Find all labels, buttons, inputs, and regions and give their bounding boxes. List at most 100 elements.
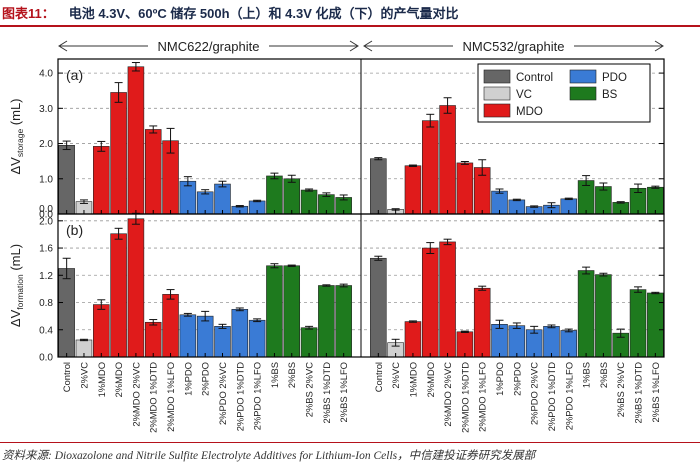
x-category-label: 1%BS — [581, 362, 592, 388]
error-bar — [443, 238, 452, 246]
x-category-label: 2%BS — [286, 362, 297, 388]
group-label-bg — [148, 37, 269, 55]
bar-control — [58, 268, 75, 358]
x-category-label: 2%PDO — [511, 362, 522, 396]
error-bar — [616, 201, 625, 204]
error-bar — [287, 174, 296, 183]
header-rule — [0, 25, 700, 27]
bar-control — [58, 145, 75, 215]
x-category-label: 2%BS 1%LFO — [650, 362, 661, 422]
y-tick-label: 1.0 — [39, 174, 53, 185]
bar-bs — [595, 186, 612, 215]
error-bar — [79, 199, 88, 204]
legend-label: Control — [516, 72, 553, 84]
error-bar — [512, 198, 521, 202]
error-bar — [166, 289, 175, 300]
x-category-label: 2%VC — [78, 362, 89, 389]
x-category-label: 2%PDO 2%VC — [529, 362, 540, 425]
bar-bs — [283, 178, 301, 215]
bar-mdo — [404, 165, 422, 215]
x-category-label: 2%BS 1%LFO — [338, 362, 349, 422]
bar-pdo — [196, 315, 214, 358]
x-category-label: 1%BS — [269, 362, 280, 388]
bar-bs — [335, 285, 352, 358]
panel-frame — [57, 213, 665, 358]
legend-label: BS — [602, 89, 618, 101]
error-bar — [374, 157, 383, 161]
error-bar — [305, 188, 314, 192]
figure-label: 图表11： — [2, 5, 55, 21]
error-bar — [547, 202, 556, 209]
error-bar — [582, 266, 591, 275]
error-bar — [339, 194, 348, 201]
y-tick-label: 0.0 — [39, 204, 53, 215]
y-tick-label: 0.8 — [39, 298, 53, 309]
x-category-label: 2%PDO 1%LFO — [563, 362, 574, 430]
error-bar — [408, 320, 417, 323]
x-category-label: 2%PDO 1%LFO — [252, 362, 263, 430]
x-category-label: 2%BS — [598, 362, 609, 388]
bar-mdo — [439, 241, 456, 358]
x-category-label: Control — [373, 362, 384, 392]
error-bar — [218, 323, 227, 329]
bar-pdo — [231, 309, 249, 358]
x-category-label: 2%MDO 2%VC — [442, 362, 453, 427]
bar-mdo — [127, 218, 145, 358]
bar-mdo — [404, 321, 422, 358]
error-bar — [149, 125, 158, 134]
error-bar — [495, 188, 504, 194]
error-bar — [530, 205, 539, 208]
x-category-label: 2%BS 1%DTD — [633, 362, 644, 424]
error-bar — [512, 322, 521, 329]
bar-mdo — [93, 304, 110, 358]
y-tick-label: 3.0 — [39, 104, 53, 115]
error-bar — [599, 182, 608, 191]
error-bar — [114, 227, 123, 240]
bar-mdo — [127, 66, 145, 215]
error-bar — [253, 318, 262, 323]
x-category-label: 2%PDO — [200, 362, 211, 396]
x-category-label: 2%BS 2%VC — [304, 362, 315, 417]
error-bar — [599, 272, 608, 277]
error-bar — [62, 257, 71, 280]
bar-pdo — [491, 324, 508, 358]
figure-title: 电池 4.3V、60ºC 储存 500h（上）和 4.3V 化成（下）的产气量对… — [68, 5, 459, 21]
error-bar — [183, 312, 192, 317]
bar-mdo — [439, 105, 456, 215]
bar-bs — [647, 186, 664, 215]
bar-mdo — [110, 92, 127, 215]
x-category-label: Control — [61, 362, 72, 392]
y-axis-label-sub: formation — [15, 274, 25, 310]
error-bar — [235, 307, 244, 312]
error-bar — [530, 325, 539, 334]
bar-bs — [629, 289, 647, 358]
y-tick-label: 1.2 — [39, 271, 53, 282]
y-tick-label: 0.0 — [39, 210, 53, 221]
bar-bs — [577, 270, 595, 358]
y-tick-label: 4.0 — [39, 69, 53, 80]
legend-label: MDO — [516, 106, 543, 118]
y-axis-label: ΔVformation (mL) — [8, 244, 25, 327]
panel-label: (a) — [66, 67, 83, 83]
bar-pdo — [248, 319, 266, 358]
error-bar — [651, 291, 660, 295]
x-category-label: 2%MDO — [425, 362, 436, 397]
x-category-label: 2%BS 2%VC — [615, 362, 626, 417]
bar-pdo — [214, 183, 231, 215]
error-bar — [97, 299, 106, 310]
arrow-head-left-icon — [58, 40, 68, 52]
bar-mdo — [144, 129, 162, 215]
error-bar — [79, 338, 88, 342]
error-bar — [426, 113, 435, 128]
y-tick-label: 2.0 — [39, 216, 53, 227]
y-axis-label-unit: (mL) — [8, 98, 23, 128]
x-category-label: 2%PDO 1%DTD — [234, 362, 245, 432]
arrow-head-left-icon — [363, 40, 373, 52]
error-bar — [426, 242, 435, 254]
bar-mdo — [421, 120, 439, 215]
error-bar — [201, 189, 210, 195]
x-category-label: 2%MDO 2%VC — [130, 362, 141, 427]
error-bar — [166, 127, 175, 154]
x-category-label: 1%PDO — [182, 362, 193, 396]
y-axis-label-unit: (mL) — [8, 244, 23, 274]
